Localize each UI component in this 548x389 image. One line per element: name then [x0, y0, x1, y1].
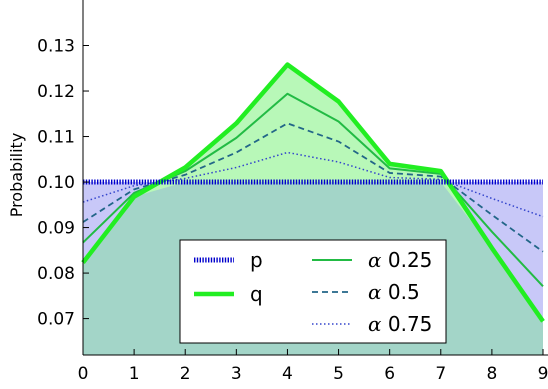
- x-tick-label: 9: [538, 364, 548, 384]
- legend-label-0-5: α 0.5: [368, 280, 420, 304]
- y-tick-label: 0.08: [37, 264, 75, 284]
- y-tick-label: 0.10: [37, 173, 75, 193]
- alpha-symbol: α: [368, 248, 388, 272]
- y-tick-label: 0.13: [37, 37, 75, 57]
- alpha-symbol: α: [368, 312, 388, 336]
- alpha-value: 0.5: [388, 280, 420, 304]
- x-tick-label: 6: [384, 364, 395, 384]
- alpha-value: 0.75: [388, 312, 433, 336]
- series-line-0-5: [82, 122, 544, 253]
- x-tick-label: 5: [333, 364, 344, 384]
- x-tick-label: 2: [180, 364, 191, 384]
- y-tick-label: 0.12: [37, 82, 75, 102]
- legend-label-0-75: α 0.75: [368, 312, 432, 336]
- y-tick-label: 0.07: [37, 310, 75, 330]
- x-tick-label: 8: [486, 364, 497, 384]
- x-tick-label: 3: [231, 364, 242, 384]
- plot-lines: [81, 62, 545, 323]
- series-line-0-75: [82, 151, 544, 218]
- y-axis-label: Probability: [7, 133, 26, 218]
- y-tick-label: 0.11: [37, 128, 75, 148]
- alpha-value: 0.25: [388, 248, 433, 272]
- alpha-symbol: α: [368, 280, 388, 304]
- legend: pqα 0.25α 0.5α 0.75: [179, 239, 447, 344]
- y-tick-label: 0.09: [37, 219, 75, 239]
- x-tick-label: 1: [129, 364, 140, 384]
- plot-axes: [82, 0, 548, 356]
- legend-label-p: p: [250, 248, 263, 272]
- x-tick-label: 0: [78, 364, 89, 384]
- plot-ticks: 0.07 0.08 0.09 0.10 0.11 0.12 0.13 0 1 2 3 4 5 6 7 8 9: [37, 37, 548, 384]
- x-tick-label: 7: [435, 364, 446, 384]
- legend-label-0-25: α 0.25: [368, 248, 432, 272]
- x-tick-label: 4: [282, 364, 293, 384]
- legend-label-q: q: [250, 282, 263, 306]
